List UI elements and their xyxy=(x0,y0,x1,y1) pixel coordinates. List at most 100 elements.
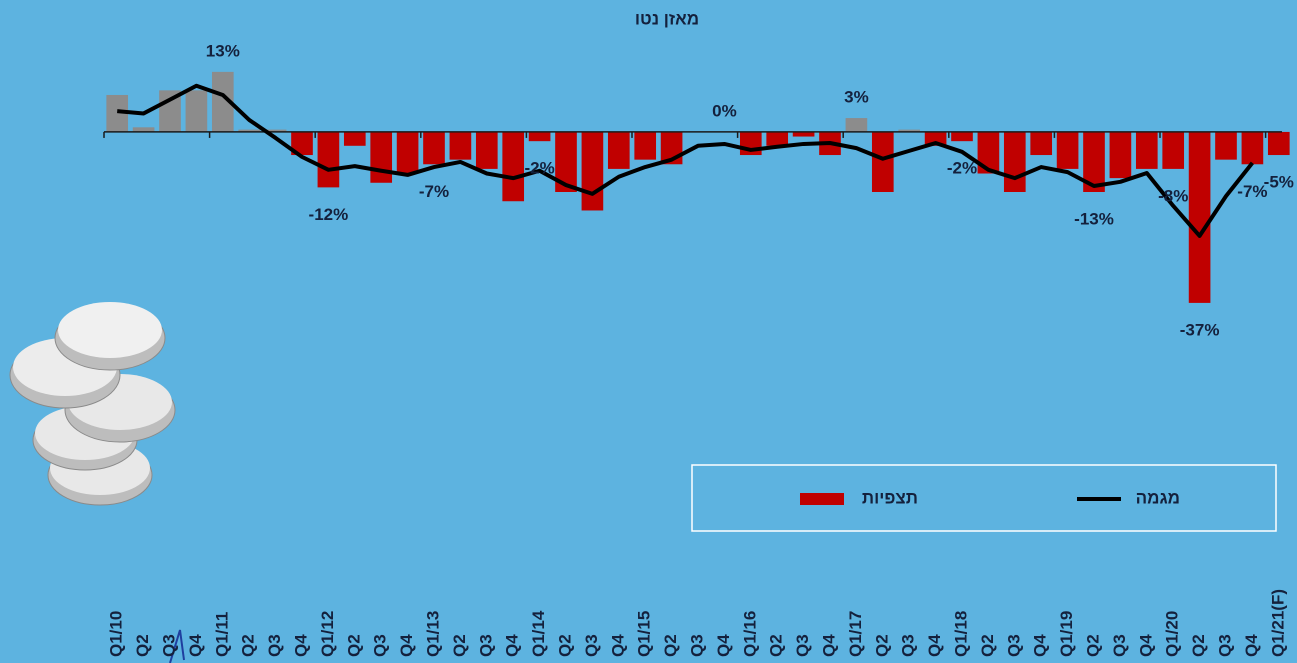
bar xyxy=(1083,131,1105,192)
value-label: -5% xyxy=(1264,173,1294,192)
value-label: 13% xyxy=(206,41,240,60)
value-label: -7% xyxy=(1237,182,1267,201)
value-label: 3% xyxy=(844,88,869,107)
x-tick-label: Q4 xyxy=(819,634,838,657)
bar xyxy=(1056,131,1079,169)
x-tick-label: Q2 xyxy=(239,634,258,657)
bar xyxy=(898,129,921,132)
coins xyxy=(9,302,185,663)
bar xyxy=(871,131,894,192)
x-tick-label: Q4 xyxy=(1136,634,1155,657)
x-tick-label: Q1/16 xyxy=(740,611,759,657)
bar xyxy=(1109,131,1132,179)
bar xyxy=(792,131,815,137)
value-label: -2% xyxy=(524,159,554,178)
x-tick-label: Q2 xyxy=(661,634,680,657)
bar xyxy=(1135,131,1158,169)
bar xyxy=(1030,131,1053,156)
x-tick-label: Q2 xyxy=(133,634,152,657)
x-tick-label: Q1/12 xyxy=(318,611,337,657)
x-tick-label: Q1/20 xyxy=(1163,611,1182,657)
x-tick-label: Q4 xyxy=(608,634,627,657)
bar xyxy=(211,71,234,132)
legend-swatch xyxy=(800,493,844,505)
x-tick-label: Q4 xyxy=(1242,634,1261,657)
x-tick-label: Q1/10 xyxy=(107,611,126,657)
bar xyxy=(291,131,313,156)
x-tick-label: Q4 xyxy=(925,634,944,657)
bar xyxy=(528,131,551,142)
chart-title: מאזן נטו xyxy=(635,9,699,28)
x-tick-label: Q2 xyxy=(450,634,469,657)
legend-label: מגמה xyxy=(1136,488,1180,507)
x-tick-label: Q3 xyxy=(1215,634,1234,657)
x-tick-label: Q2 xyxy=(555,634,574,657)
x-tick-label: Q2 xyxy=(978,634,997,657)
x-tick-label: Q3 xyxy=(1110,634,1129,657)
x-tick-label: Q1/11 xyxy=(212,612,231,657)
bar xyxy=(264,129,287,132)
bar xyxy=(475,131,498,169)
x-tick-label: Q2 xyxy=(344,634,363,657)
value-label: -7% xyxy=(419,182,449,201)
x-tick-label: Q4 xyxy=(714,634,733,657)
bar xyxy=(1188,131,1211,303)
bar xyxy=(396,131,419,174)
bar xyxy=(1162,131,1185,169)
x-tick-label: Q2 xyxy=(872,634,891,657)
bar xyxy=(581,131,604,211)
value-label: -13% xyxy=(1074,209,1114,228)
x-tick-label: Q3 xyxy=(265,634,284,657)
value-label: 0% xyxy=(712,101,737,120)
value-label: -12% xyxy=(309,205,349,224)
bar xyxy=(449,131,472,160)
x-tick-label: Q3 xyxy=(899,634,918,657)
bar xyxy=(1003,131,1026,192)
bar xyxy=(132,127,155,132)
bar xyxy=(607,131,630,169)
bar xyxy=(1215,131,1237,160)
x-tick-label: Q4 xyxy=(291,634,310,657)
bar xyxy=(634,131,657,160)
trend-line xyxy=(117,83,1254,238)
x-tick-label: Q2 xyxy=(1083,634,1102,657)
x-tick-label: Q1/17 xyxy=(846,611,865,657)
x-tick-label: Q3 xyxy=(793,634,812,657)
bar xyxy=(1267,131,1290,156)
value-label: -8% xyxy=(1158,186,1188,205)
value-label: -2% xyxy=(947,159,977,178)
x-tick-label: Q1/13 xyxy=(423,611,442,657)
bar xyxy=(185,90,208,132)
value-label: -37% xyxy=(1180,320,1220,339)
x-tick-label: Q3 xyxy=(687,634,706,657)
x-tick-label: Q3 xyxy=(582,634,601,657)
x-tick-label: Q3 xyxy=(476,634,495,657)
x-tick-label: Q1/18 xyxy=(951,611,970,657)
x-tick-label: Q2 xyxy=(767,634,786,657)
x-tick-label: Q3 xyxy=(371,634,390,657)
x-tick-label: Q1/14 xyxy=(529,610,548,657)
x-tick-label: Q4 xyxy=(1031,634,1050,657)
bar xyxy=(977,131,1000,174)
bar xyxy=(924,131,947,146)
bar xyxy=(238,129,261,132)
bar xyxy=(370,131,393,183)
x-tick-label: Q4 xyxy=(397,634,416,657)
x-tick-label: Q3 xyxy=(159,634,178,657)
x-tick-label: Q1/19 xyxy=(1057,611,1076,657)
bar xyxy=(317,131,340,188)
bar xyxy=(845,118,868,132)
bar xyxy=(423,131,445,165)
legend-label: תצפיות xyxy=(862,488,918,507)
x-tick-label: Q4 xyxy=(503,634,522,657)
x-tick-label: Q1/15 xyxy=(635,611,654,657)
bar xyxy=(502,131,525,202)
bar xyxy=(1241,131,1264,165)
bar xyxy=(106,94,129,132)
bar xyxy=(951,131,973,142)
bar xyxy=(343,131,366,146)
x-tick-label: Q1/21(F) xyxy=(1268,589,1287,657)
x-tick-label: Q4 xyxy=(186,634,205,657)
